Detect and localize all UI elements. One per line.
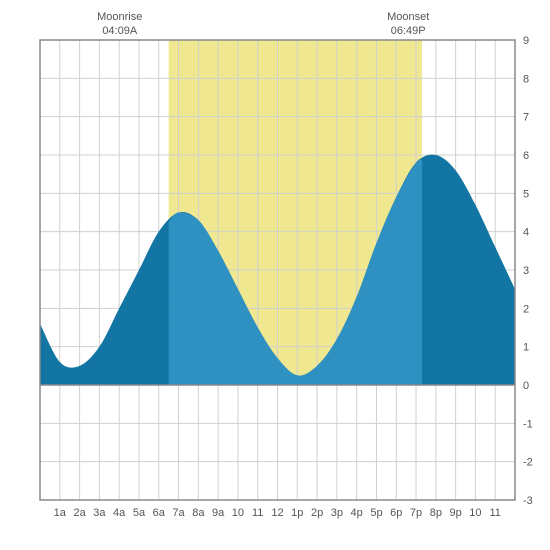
moonset-time: 06:49P <box>387 24 429 38</box>
svg-text:-3: -3 <box>523 495 533 507</box>
svg-text:2p: 2p <box>311 507 323 519</box>
chart-svg: 1a2a3a4a5a6a7a8a9a1011121p2p3p4p5p6p7p8p… <box>10 10 540 540</box>
svg-text:10: 10 <box>469 507 481 519</box>
moonrise-annotation: Moonrise 04:09A <box>97 10 142 39</box>
svg-text:3p: 3p <box>331 507 343 519</box>
svg-text:5p: 5p <box>370 507 382 519</box>
svg-text:3: 3 <box>523 265 529 277</box>
svg-text:2: 2 <box>523 303 529 315</box>
svg-text:8p: 8p <box>430 507 442 519</box>
svg-text:2a: 2a <box>73 507 86 519</box>
svg-text:9a: 9a <box>212 507 225 519</box>
svg-text:5a: 5a <box>133 507 146 519</box>
svg-text:4a: 4a <box>113 507 126 519</box>
svg-text:8: 8 <box>523 73 529 85</box>
svg-text:12: 12 <box>271 507 283 519</box>
moonset-annotation: Moonset 06:49P <box>387 10 429 39</box>
svg-text:1: 1 <box>523 342 529 354</box>
svg-text:6p: 6p <box>390 507 402 519</box>
svg-text:3a: 3a <box>93 507 106 519</box>
svg-text:5: 5 <box>523 188 529 200</box>
svg-text:-2: -2 <box>523 457 533 469</box>
moonrise-label: Moonrise <box>97 10 142 24</box>
moonrise-time: 04:09A <box>97 24 142 38</box>
svg-text:11: 11 <box>252 507 263 519</box>
svg-text:1p: 1p <box>291 507 303 519</box>
svg-text:7: 7 <box>523 112 529 124</box>
svg-text:10: 10 <box>232 507 244 519</box>
svg-text:6a: 6a <box>153 507 166 519</box>
svg-text:-1: -1 <box>523 418 533 430</box>
svg-text:11: 11 <box>489 507 500 519</box>
svg-text:4p: 4p <box>351 507 363 519</box>
x-ticks: 1a 2a 3a 4a 5a 6a 7a 8a 9a 10 11 12 1p 2p 3p 4p 5p 6p 7p 8p… <box>54 507 501 519</box>
tide-chart: Moonrise 04:09A Moonset 06:49P 1a 2a 3a 4a 5… <box>10 10 540 540</box>
svg-text:1a: 1a <box>54 507 67 519</box>
svg-text:7a: 7a <box>172 507 185 519</box>
y-ticks: -3 -2 -1 0 1 2 3 4 5 6 7 8 9 <box>523 35 533 507</box>
svg-text:9: 9 <box>523 35 529 47</box>
svg-text:0: 0 <box>523 380 529 392</box>
svg-text:7p: 7p <box>410 507 422 519</box>
svg-text:6: 6 <box>523 150 529 162</box>
moonset-label: Moonset <box>387 10 429 24</box>
svg-text:8a: 8a <box>192 507 205 519</box>
svg-text:9p: 9p <box>450 507 462 519</box>
svg-text:4: 4 <box>523 227 529 239</box>
